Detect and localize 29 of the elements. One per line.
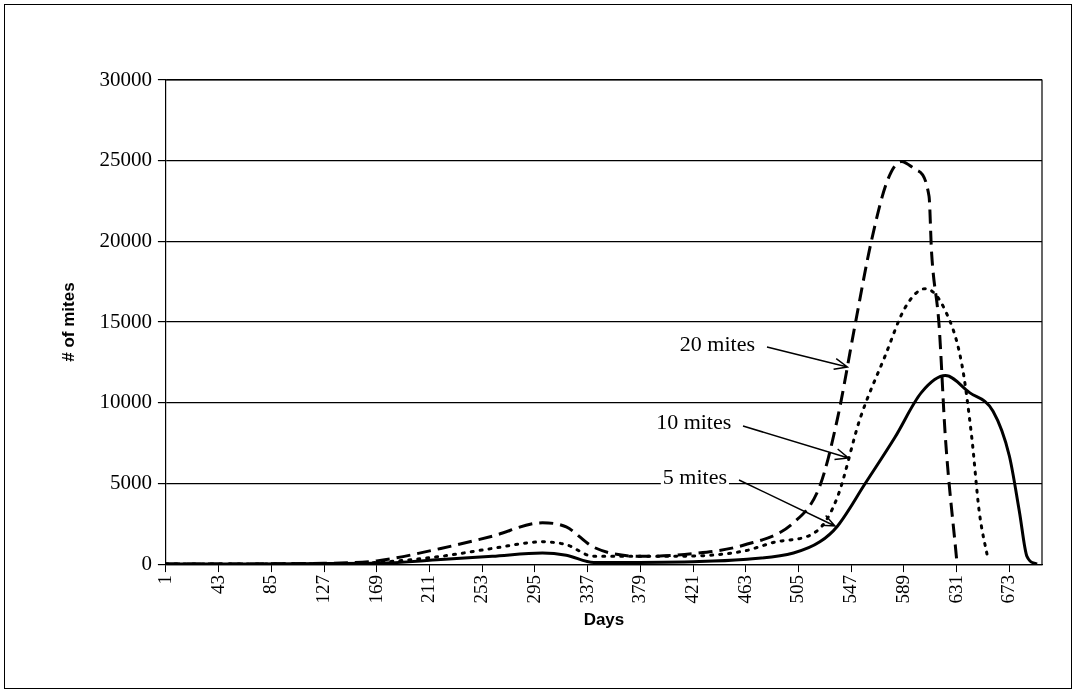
x-tick-label: 505 xyxy=(786,575,808,604)
x-tick-label: 589 xyxy=(891,575,913,604)
x-tick-label: 253 xyxy=(470,575,492,604)
y-tick-label: 25000 xyxy=(99,147,152,172)
x-tick-label: 295 xyxy=(522,575,544,604)
x-tick-label: 43 xyxy=(206,575,228,595)
x-tick-label: 211 xyxy=(417,575,439,603)
y-tick-label: 30000 xyxy=(99,66,152,91)
annotation: 5 mites xyxy=(662,463,727,489)
x-tick-label: 169 xyxy=(364,575,386,604)
x-tick-label: 1 xyxy=(153,575,175,585)
y-tick-label: 15000 xyxy=(99,308,152,333)
y-tick-label: 0 xyxy=(141,550,152,575)
annotation: 10 mites xyxy=(656,409,732,435)
x-axis-title: Days xyxy=(583,610,625,630)
x-tick-label: 421 xyxy=(681,575,703,604)
x-tick-label: 463 xyxy=(733,575,755,604)
x-tick-label: 673 xyxy=(997,575,1019,604)
y-axis-title: # of mites xyxy=(58,282,78,362)
annotation: 20 mites xyxy=(679,331,756,357)
y-tick-label: 10000 xyxy=(99,389,152,414)
x-tick-label: 379 xyxy=(628,575,650,604)
y-tick-label: 20000 xyxy=(99,227,152,252)
x-tick-label: 337 xyxy=(575,575,597,604)
x-tick-label: 547 xyxy=(839,575,861,604)
x-tick-label: 127 xyxy=(312,575,334,604)
x-tick-label: 85 xyxy=(259,575,281,595)
x-tick-label: 631 xyxy=(944,575,966,604)
y-tick-label: 5000 xyxy=(109,469,152,494)
